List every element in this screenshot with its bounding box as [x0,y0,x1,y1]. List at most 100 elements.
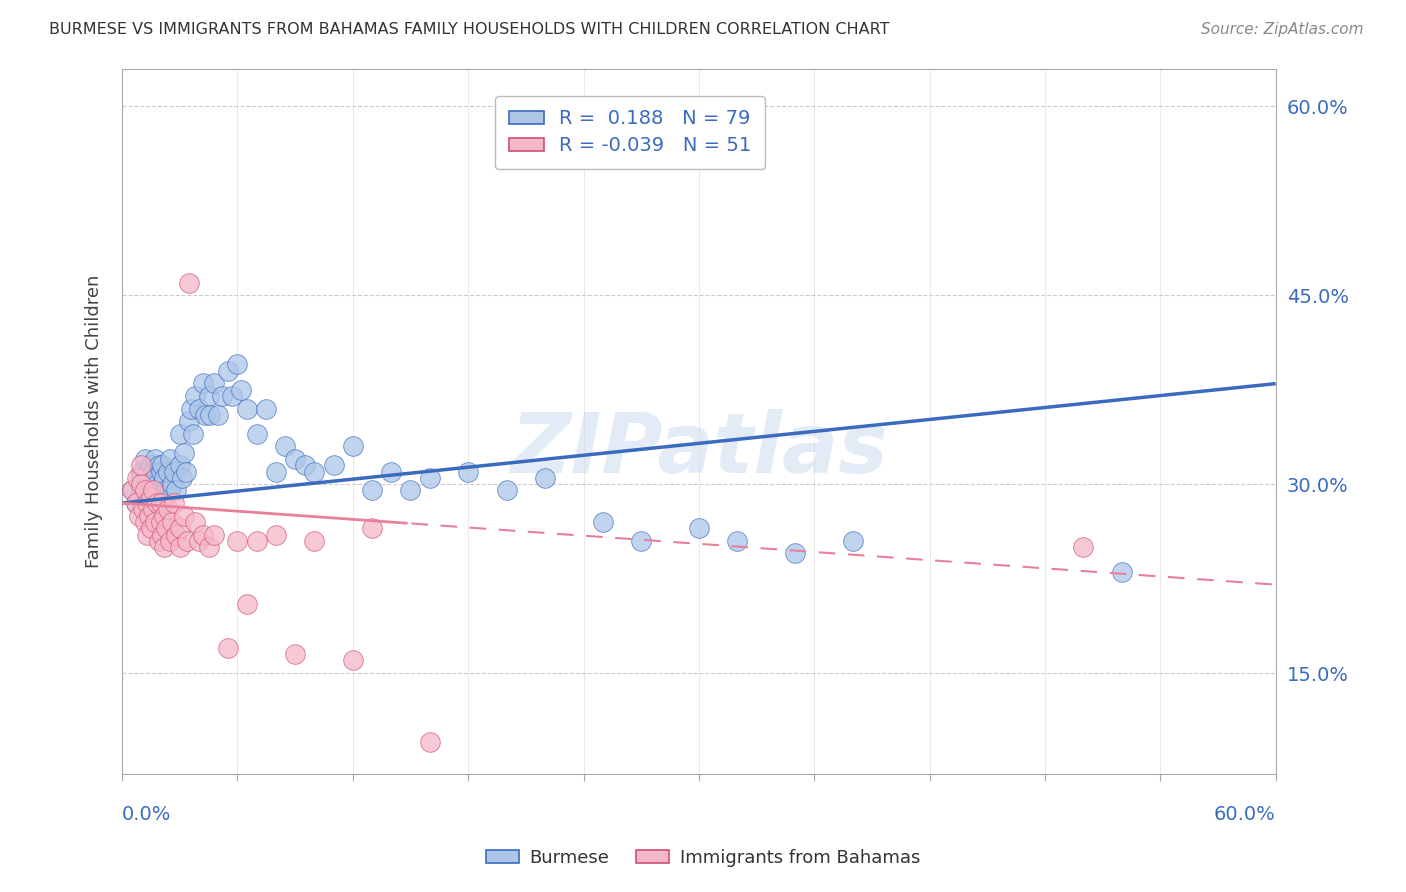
Point [129,477,152,491]
Point [170,471,193,485]
Point [152,527,174,541]
Point [197,389,219,403]
Text: ZIPatlas: ZIPatlas [510,409,887,490]
Point [200,408,222,422]
Point [152,458,174,473]
Point [174,465,197,479]
Point [176,533,198,548]
Point [221,389,243,403]
Point [153,508,176,523]
Point [197,540,219,554]
Point [342,653,364,667]
Legend: R =  0.188   N = 79, R = -0.039   N = 51: R = 0.188 N = 79, R = -0.039 N = 51 [495,95,765,169]
Point [264,465,287,479]
Point [136,527,159,541]
Point [142,483,165,498]
Point [254,401,277,416]
Point [534,471,557,485]
Point [129,458,152,473]
Point [342,439,364,453]
Point [129,471,152,485]
Point [191,376,214,391]
Point [143,452,166,467]
Point [217,640,239,655]
Point [153,471,176,485]
Text: 60.0%: 60.0% [1213,805,1275,824]
Point [783,546,806,560]
Point [180,401,202,416]
Point [169,540,191,554]
Point [1073,540,1095,554]
Point [148,533,170,548]
Point [139,458,162,473]
Point [165,483,187,498]
Point [138,508,160,523]
Point [129,483,152,498]
Point [136,490,159,504]
Point [179,276,201,290]
Point [457,465,479,479]
Point [132,502,155,516]
Point [184,515,207,529]
Point [124,496,146,510]
Point [136,496,159,510]
Point [149,465,172,479]
Point [630,533,652,548]
Point [284,647,307,661]
Point [165,527,187,541]
Point [134,452,156,467]
Point [149,496,172,510]
Point [264,527,287,541]
Point [169,426,191,441]
Point [157,502,180,516]
Point [380,465,402,479]
Point [688,521,710,535]
Point [246,426,269,441]
Point [236,597,259,611]
Point [231,383,253,397]
Text: Source: ZipAtlas.com: Source: ZipAtlas.com [1201,22,1364,37]
Point [725,533,748,548]
Point [145,490,167,504]
Point [217,364,239,378]
Point [173,508,195,523]
Point [153,540,176,554]
Point [152,477,174,491]
Point [121,483,143,498]
Point [202,376,225,391]
Point [207,408,229,422]
Y-axis label: Family Households with Children: Family Households with Children [86,275,103,568]
Point [159,533,181,548]
Point [246,533,269,548]
Point [134,515,156,529]
Point [160,515,183,529]
Point [181,426,204,441]
Point [322,458,344,473]
Point [304,465,326,479]
Point [160,477,183,491]
Point [134,477,156,491]
Point [159,483,181,498]
Point [191,527,214,541]
Point [155,483,177,498]
Point [139,477,162,491]
Point [188,533,211,548]
Point [841,533,863,548]
Point [226,533,249,548]
Point [121,483,143,498]
Point [129,465,152,479]
Point [179,414,201,428]
Point [124,496,146,510]
Point [155,521,177,535]
Point [361,483,384,498]
Point [304,533,326,548]
Point [139,521,162,535]
Point [169,521,191,535]
Point [592,515,614,529]
Point [143,515,166,529]
Point [163,465,186,479]
Point [159,452,181,467]
Point [139,496,162,510]
Point [139,490,162,504]
Point [148,458,170,473]
